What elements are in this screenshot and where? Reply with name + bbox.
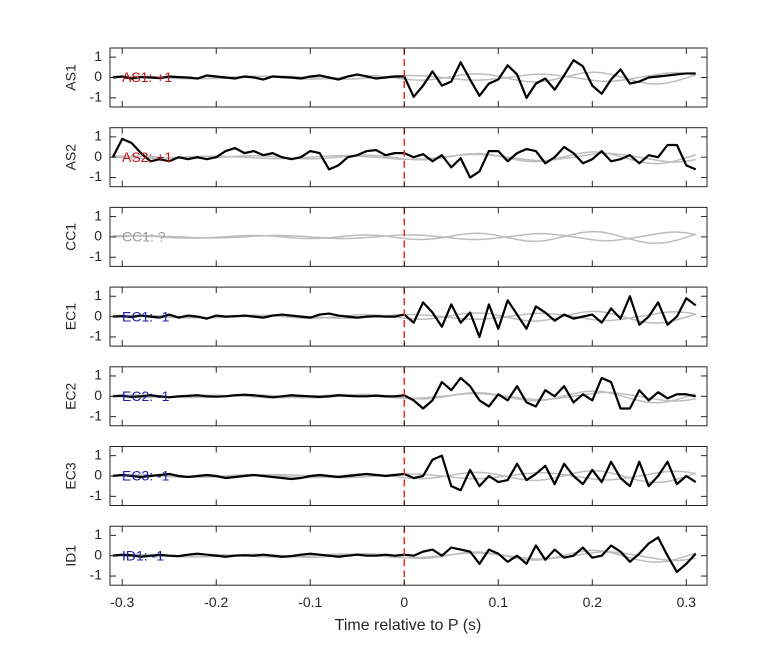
y-tick-label: 0 (94, 467, 102, 483)
y-tick-label: 1 (94, 128, 102, 144)
y-tick-label: 1 (94, 287, 102, 303)
x-tick-label: 0.3 (677, 594, 697, 610)
y-axis-label: EC1 (63, 303, 79, 330)
y-tick-label: -1 (90, 248, 103, 264)
comparison-line (112, 549, 696, 563)
x-axis-label: Time relative to P (s) (335, 617, 482, 634)
comparison-line (112, 230, 696, 245)
comparison-line (112, 469, 696, 484)
y-tick-label: 0 (94, 68, 102, 84)
axes-box (110, 48, 707, 107)
y-axis-label: EC3 (63, 462, 79, 489)
annotation: AS2: +1 (122, 149, 172, 165)
x-tick-label: -0.2 (204, 594, 228, 610)
y-tick-label: -1 (90, 168, 103, 184)
annotation: CC1: ? (122, 229, 166, 245)
annotation: ID1: -1 (122, 547, 164, 563)
y-axis-label: EC2 (63, 382, 79, 409)
y-tick-label: -1 (90, 567, 103, 583)
comparison-line (112, 71, 696, 85)
x-tick-label: 0.1 (489, 594, 509, 610)
x-tick-label: 0 (400, 594, 408, 610)
y-tick-label: 1 (94, 526, 102, 542)
y-tick-label: 1 (94, 446, 102, 462)
x-tick-label: -0.3 (110, 594, 134, 610)
x-tick-label: -0.1 (298, 594, 322, 610)
annotation: EC2: -1 (122, 388, 170, 404)
axes-box (110, 287, 707, 347)
y-tick-label: -1 (90, 328, 103, 344)
y-tick-label: -1 (90, 89, 103, 105)
axes-box (110, 207, 707, 267)
y-tick-label: 0 (94, 228, 102, 244)
x-tick-label: 0.2 (583, 594, 603, 610)
y-tick-label: -1 (90, 407, 103, 423)
y-axis-label: CC1 (63, 223, 79, 251)
y-tick-label: 0 (94, 307, 102, 323)
y-tick-label: 1 (94, 367, 102, 383)
y-tick-label: 1 (94, 48, 102, 64)
annotation: AS1: +1 (122, 69, 172, 85)
y-axis-label: AS2 (63, 144, 79, 171)
annotation: EC1: -1 (122, 308, 170, 324)
annotation: EC3: -1 (122, 468, 170, 484)
y-tick-label: 0 (94, 148, 102, 164)
y-tick-label: -1 (90, 487, 103, 503)
y-axis-label: AS1 (63, 64, 79, 91)
y-tick-label: 0 (94, 387, 102, 403)
y-axis-label: ID1 (63, 545, 79, 567)
y-tick-label: 1 (94, 207, 102, 223)
y-tick-label: 0 (94, 546, 102, 562)
